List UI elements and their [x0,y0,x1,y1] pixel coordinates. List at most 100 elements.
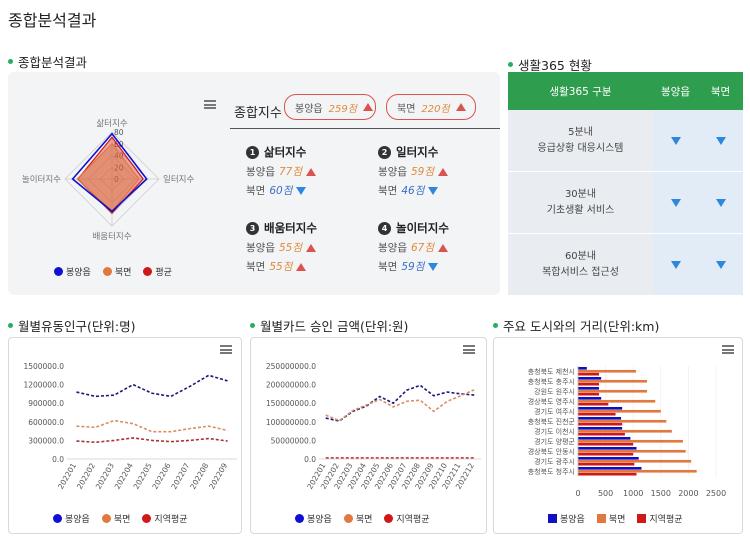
legend-label: 봉양읍 [560,515,585,525]
series-line [76,419,228,433]
card-title-text: 월별카드 승인 금액(단위:원) [260,319,409,334]
y-tick-label: 충청북도 충주시 [528,377,575,386]
chart-menu-icon[interactable] [722,345,734,354]
distance-chart-card: 0 500 1000 1500 2000 2500 충청북도 제천시 충청북도 충주시 강원도 … [493,337,743,534]
composite-pill-bongyang: 봉양읍 259점 [284,94,376,120]
life365-row: 5분내 응급상황 대응시스템 [508,110,743,172]
life365-table-header: 생활365 구분 봉양읍 북면 [508,72,743,110]
chart-menu-icon[interactable] [220,345,232,354]
y-tick-label: 0.0 [52,455,64,464]
series-line [325,389,475,422]
row-value: 55점 [278,242,303,254]
index-number: 3 [246,221,259,235]
radar-menu-icon[interactable] [204,100,216,109]
card-chart-title: 월별카드 승인 금액(단위:원) [250,316,408,335]
distance-chart-title: 주요 도시와의 거리(단위:km) [493,316,659,335]
bar [578,367,587,370]
legend-label: 지역평균 [154,515,188,525]
legend-label: 북면 [355,515,373,525]
y-tick-label: 경기도 여주시 [534,407,575,416]
y-tick-label: 50000000.0 [271,436,317,445]
radar-tick-label: 80 [114,128,124,137]
row-line2: 복합서비스 접근성 [542,266,619,278]
life365-row: 60분내 복합서비스 접근성 [508,234,743,296]
radar-series-bongyang [71,132,148,213]
row-name: 봉양읍 [246,166,275,178]
radar-axis-label: 놀이터지수 [22,174,61,185]
index-number: 4 [378,221,391,235]
trend-down-icon [670,136,681,145]
row-value: 59점 [401,261,425,273]
legend-swatch [53,514,62,523]
index-title: 놀이터지수 [396,221,449,235]
series-line [76,374,228,398]
y-tick-label: 충청북도 진천군 [528,417,576,426]
bar [578,442,634,446]
legend-item: 북면 [102,265,132,278]
trend-up-icon [306,243,317,252]
row-value: 67점 [410,242,435,254]
y-tick-label: 150000000.0 [266,399,316,408]
page-title: 종합분석결과 [8,11,97,30]
row-value: 60점 [269,185,293,197]
y-tick-label: 경상북도 영주시 [528,397,575,406]
bullet-icon [508,62,513,67]
index-number: 2 [378,145,391,159]
row-line2: 기초생활 서비스 [546,204,615,216]
bar [578,429,672,433]
row-name: 북면 [246,261,266,273]
pill-name: 봉양읍 [295,103,323,115]
composite-pill-bukmyeon: 북면 220점 [386,94,476,120]
y-tick-label: 250000000.0 [266,362,316,371]
y-tick-label: 강원도 원주시 [534,387,575,396]
distance-legend: 봉양읍 북면 지역평균 [548,512,683,525]
y-tick-label: 1200000.0 [23,381,64,390]
row-name: 봉양읍 [246,242,275,254]
trend-down-icon [715,198,726,207]
radar-axis-label: 배움터지수 [92,232,131,242]
legend-label: 북면 [113,515,131,525]
pill-name: 북면 [397,103,416,115]
row-value: 46점 [401,185,425,197]
x-tick-label: 2500 [706,489,726,498]
row-value: 55점 [269,261,293,273]
population-chart-title: 월별유동인구(단위:명) [8,316,135,335]
row-name: 봉양읍 [378,166,407,178]
bar [578,447,637,450]
bar [578,377,602,380]
legend-label: 지역평균 [396,515,430,525]
header-bukmyeon: 북면 [710,85,731,98]
legend-label: 북면 [114,268,132,278]
bar [578,457,639,460]
row-line1: 5분내 [568,126,593,138]
y-tick-label: 300000.0 [28,436,64,445]
series-line [325,384,475,422]
index-title: 삶터지수 [264,145,307,159]
population-line-chart: 1500000.0 1200000.0 900000.0 600000.0 300000… [23,362,237,491]
legend-swatch [143,267,153,276]
row-value: 59점 [410,166,435,178]
row-name: 봉양읍 [378,242,407,254]
bar [578,407,623,410]
x-tick-label: 500 [598,489,613,498]
y-tick-label: 경기도 광주시 [534,457,575,466]
x-tick-label: 202209 [207,461,229,490]
chart-menu-icon[interactable] [463,345,475,354]
radar-series-bukmyeon [76,142,140,213]
trend-up-icon [455,103,466,111]
header-category: 생활365 구분 [549,85,612,98]
bar [578,399,656,403]
summary-title-text: 종합분석결과 [18,55,88,70]
bar [578,419,667,423]
radar-legend: 봉양읍 북면 평균 [54,265,172,278]
legend-swatch [596,514,606,523]
card-chart-card: 250000000.0 200000000.0 150000000.0 1000000… [250,337,487,534]
index-2: 2 일터지수 봉양읍 59점 북면 46점 [378,144,449,198]
legend-swatch [384,514,394,523]
bullet-icon [493,323,498,328]
index-4: 4 놀이터지수 봉양읍 67점 북면 59점 [378,220,449,274]
radar-tick-label: 60 [114,140,124,149]
row-name: 북면 [378,261,398,273]
